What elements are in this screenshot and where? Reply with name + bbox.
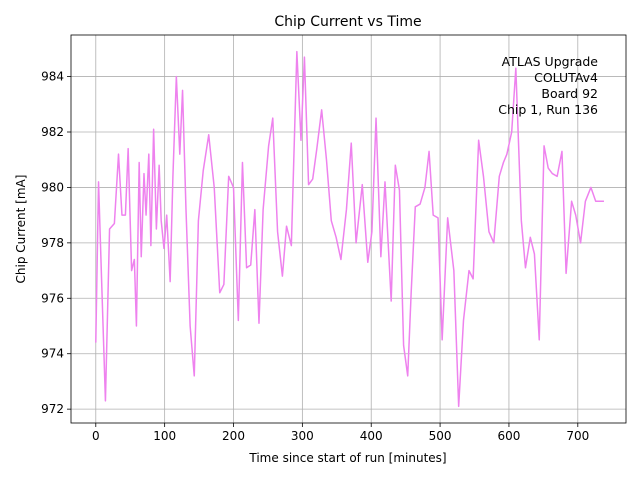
x-tick-label: 200 — [222, 429, 245, 443]
y-tick-label: 978 — [41, 236, 64, 250]
annotation-box: ATLAS Upgrade COLUTAv4 Board 92 Chip 1, … — [498, 54, 598, 117]
grid-lines — [71, 35, 626, 423]
annotation-line: Board 92 — [541, 86, 598, 101]
series-line — [95, 50, 604, 408]
y-axis-ticks: 972 974 976 978 980 982 984 — [41, 70, 71, 416]
y-tick-label: 974 — [41, 347, 64, 361]
x-axis-label: Time since start of run [minutes] — [248, 451, 446, 465]
y-tick-label: 984 — [41, 70, 64, 84]
x-axis-ticks: 0 100 200 300 400 500 600 700 — [92, 423, 589, 443]
y-tick-label: 972 — [41, 402, 64, 416]
x-tick-label: 100 — [153, 429, 176, 443]
x-tick-label: 300 — [291, 429, 314, 443]
chart-title: Chip Current vs Time — [274, 14, 421, 30]
x-tick-label: 500 — [429, 429, 452, 443]
x-tick-label: 0 — [92, 429, 100, 443]
annotation-line: Chip 1, Run 136 — [498, 102, 598, 117]
annotation-line: ATLAS Upgrade — [502, 54, 599, 69]
plot-series — [95, 50, 604, 408]
plot-frame — [70, 34, 627, 424]
annotation-line: COLUTAv4 — [534, 70, 598, 85]
y-tick-label: 980 — [41, 180, 64, 194]
y-axis-label: Chip Current [mA] — [14, 175, 28, 284]
x-tick-label: 600 — [497, 429, 520, 443]
y-tick-label: 982 — [41, 125, 64, 139]
x-tick-label: 700 — [566, 429, 589, 443]
y-tick-label: 976 — [41, 291, 64, 305]
x-tick-label: 400 — [360, 429, 383, 443]
